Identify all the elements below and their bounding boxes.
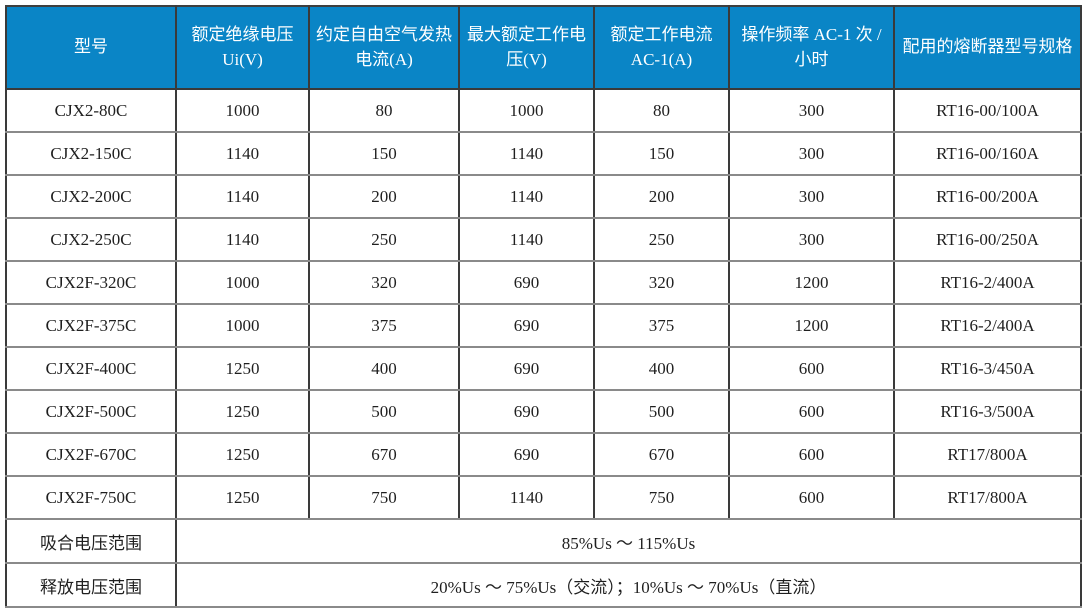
value-cell: 600 [728, 432, 895, 477]
value-cell: 690 [458, 432, 595, 477]
value-cell: 1000 [175, 88, 310, 133]
model-cell: CJX2-250C [5, 217, 177, 262]
value-cell: 690 [458, 303, 595, 348]
value-cell: 1250 [175, 346, 310, 391]
table-row: CJX2F-400C 1250 400 690 400 600 RT16-3/450A [5, 346, 1082, 391]
value-cell: 1000 [175, 303, 310, 348]
column-header-fuse-spec: 配用的熔断器型号规格 [893, 5, 1082, 90]
value-cell: 1140 [458, 131, 595, 176]
header-row: 型号 额定绝缘电压 Ui(V) 约定自由空气发热电流(A) 最大额定工作电压(V… [5, 5, 1082, 90]
value-cell: 690 [458, 346, 595, 391]
pickup-voltage-label: 吸合电压范围 [5, 518, 177, 564]
table-header: 型号 额定绝缘电压 Ui(V) 约定自由空气发热电流(A) 最大额定工作电压(V… [5, 5, 1082, 90]
value-cell: 320 [593, 260, 730, 305]
table-body: CJX2-80C 1000 80 1000 80 300 RT16-00/100A CJX2-… [5, 88, 1082, 520]
model-cell: CJX2F-320C [5, 260, 177, 305]
table-row: CJX2F-320C 1000 320 690 320 1200 RT16-2/400A [5, 260, 1082, 305]
value-cell: RT16-00/100A [893, 88, 1082, 133]
column-header-max-working-voltage: 最大额定工作电压(V) [458, 5, 595, 90]
value-cell: 250 [308, 217, 460, 262]
model-cell: CJX2F-400C [5, 346, 177, 391]
value-cell: 1250 [175, 475, 310, 520]
value-cell: 1140 [175, 217, 310, 262]
value-cell: 1000 [458, 88, 595, 133]
table-row: CJX2F-670C 1250 670 690 670 600 RT17/800A [5, 432, 1082, 477]
value-cell: RT17/800A [893, 475, 1082, 520]
model-cell: CJX2-150C [5, 131, 177, 176]
value-cell: 300 [728, 174, 895, 219]
model-cell: CJX2F-750C [5, 475, 177, 520]
pickup-voltage-value: 85%Us ～ 115%Us [175, 518, 1082, 564]
value-cell: 690 [458, 260, 595, 305]
model-cell: CJX2-200C [5, 174, 177, 219]
value-cell: 1200 [728, 303, 895, 348]
value-cell: 500 [308, 389, 460, 434]
value-cell: 750 [308, 475, 460, 520]
table-row: CJX2-250C 1140 250 1140 250 300 RT16-00/250A [5, 217, 1082, 262]
value-cell: 1250 [175, 432, 310, 477]
release-voltage-row: 释放电压范围 20%Us ～ 75%Us（交流）；10%Us ～ 70%Us（直… [5, 562, 1082, 608]
value-cell: 670 [593, 432, 730, 477]
table-row: CJX2-200C 1140 200 1140 200 300 RT16-00/200A [5, 174, 1082, 219]
value-cell: 300 [728, 131, 895, 176]
value-cell: 600 [728, 346, 895, 391]
column-header-thermal-current: 约定自由空气发热电流(A) [308, 5, 460, 90]
value-cell: RT16-3/500A [893, 389, 1082, 434]
spec-table-container: 型号 额定绝缘电压 Ui(V) 约定自由空气发热电流(A) 最大额定工作电压(V… [5, 5, 1082, 608]
contactor-spec-table: 型号 额定绝缘电压 Ui(V) 约定自由空气发热电流(A) 最大额定工作电压(V… [5, 5, 1082, 608]
table-row: CJX2F-375C 1000 375 690 375 1200 RT16-2/400A [5, 303, 1082, 348]
value-cell: 400 [308, 346, 460, 391]
release-voltage-value: 20%Us ～ 75%Us（交流）；10%Us ～ 70%Us（直流） [175, 562, 1082, 608]
column-header-operation-frequency: 操作频率 AC-1 次 / 小时 [728, 5, 895, 90]
table-row: CJX2-80C 1000 80 1000 80 300 RT16-00/100A [5, 88, 1082, 133]
value-cell: 750 [593, 475, 730, 520]
model-cell: CJX2-80C [5, 88, 177, 133]
table-row: CJX2-150C 1140 150 1140 150 300 RT16-00/160A [5, 131, 1082, 176]
model-cell: CJX2F-670C [5, 432, 177, 477]
value-cell: 1000 [175, 260, 310, 305]
value-cell: 400 [593, 346, 730, 391]
value-cell: RT16-2/400A [893, 260, 1082, 305]
value-cell: RT16-00/250A [893, 217, 1082, 262]
value-cell: 1140 [175, 131, 310, 176]
value-cell: 1250 [175, 389, 310, 434]
value-cell: 690 [458, 389, 595, 434]
value-cell: 320 [308, 260, 460, 305]
value-cell: 200 [593, 174, 730, 219]
value-cell: 1140 [458, 475, 595, 520]
value-cell: 600 [728, 475, 895, 520]
value-cell: 80 [308, 88, 460, 133]
value-cell: RT16-2/400A [893, 303, 1082, 348]
value-cell: 1140 [175, 174, 310, 219]
value-cell: RT16-3/450A [893, 346, 1082, 391]
value-cell: RT17/800A [893, 432, 1082, 477]
value-cell: 670 [308, 432, 460, 477]
column-header-insulation-voltage: 额定绝缘电压 Ui(V) [175, 5, 310, 90]
value-cell: 150 [308, 131, 460, 176]
value-cell: 375 [593, 303, 730, 348]
model-cell: CJX2F-500C [5, 389, 177, 434]
value-cell: 1200 [728, 260, 895, 305]
value-cell: 250 [593, 217, 730, 262]
model-cell: CJX2F-375C [5, 303, 177, 348]
pickup-voltage-row: 吸合电压范围 85%Us ～ 115%Us [5, 518, 1082, 564]
value-cell: 600 [728, 389, 895, 434]
table-row: CJX2F-500C 1250 500 690 500 600 RT16-3/500A [5, 389, 1082, 434]
table-footer: 吸合电压范围 85%Us ～ 115%Us 释放电压范围 20%Us ～ 75%… [5, 518, 1082, 608]
value-cell: RT16-00/200A [893, 174, 1082, 219]
value-cell: 1140 [458, 217, 595, 262]
release-voltage-label: 释放电压范围 [5, 562, 177, 608]
value-cell: 150 [593, 131, 730, 176]
column-header-working-current: 额定工作电流 AC-1(A) [593, 5, 730, 90]
value-cell: 80 [593, 88, 730, 133]
value-cell: 300 [728, 217, 895, 262]
table-row: CJX2F-750C 1250 750 1140 750 600 RT17/800A [5, 475, 1082, 520]
value-cell: 300 [728, 88, 895, 133]
value-cell: RT16-00/160A [893, 131, 1082, 176]
value-cell: 500 [593, 389, 730, 434]
value-cell: 200 [308, 174, 460, 219]
value-cell: 1140 [458, 174, 595, 219]
column-header-model: 型号 [5, 5, 177, 90]
value-cell: 375 [308, 303, 460, 348]
